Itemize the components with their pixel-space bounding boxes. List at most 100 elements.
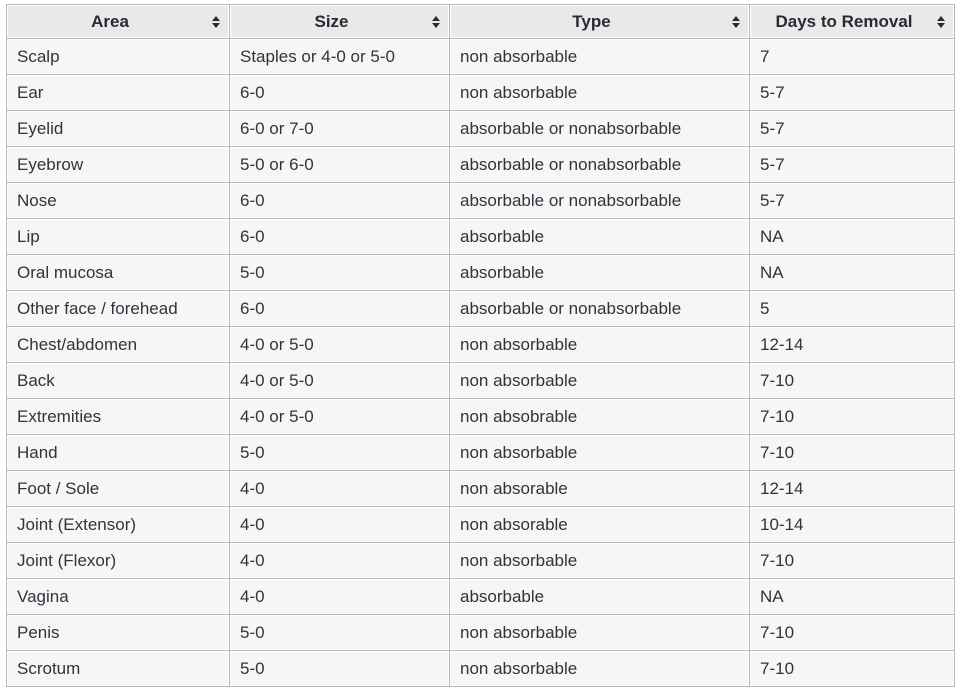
size-cell: 4-0 (229, 578, 450, 615)
days-to-removal-cell: 7 (749, 38, 955, 75)
days-to-removal-cell: 7-10 (749, 398, 955, 435)
type-cell: non absorable (449, 470, 750, 507)
days-to-removal-cell: 5-7 (749, 182, 955, 219)
type-cell: non absorbable (449, 362, 750, 399)
days-to-removal-cell: NA (749, 254, 955, 291)
table-row: Joint (Extensor) 4-0 non absorable 10-14 (6, 506, 955, 543)
days-to-removal-cell: 7-10 (749, 650, 955, 687)
sort-updown-icon[interactable] (937, 15, 945, 28)
column-header-type[interactable]: Type (449, 4, 750, 39)
area-cell: Other face / forehead (6, 290, 230, 327)
table-row: Lip 6-0 absorbable NA (6, 218, 955, 255)
area-cell: Penis (6, 614, 230, 651)
size-cell: 4-0 or 5-0 (229, 362, 450, 399)
days-to-removal-cell: NA (749, 578, 955, 615)
column-header-area[interactable]: Area (6, 4, 230, 39)
sort-up-arrow (432, 15, 440, 21)
suture-reference-table: Area Size Type Days to Removal Scalp Staples… (6, 4, 955, 687)
size-cell: 4-0 (229, 470, 450, 507)
area-cell: Nose (6, 182, 230, 219)
size-cell: 6-0 (229, 74, 450, 111)
area-cell: Extremities (6, 398, 230, 435)
area-cell: Scalp (6, 38, 230, 75)
area-cell: Scrotum (6, 650, 230, 687)
table-header: Area Size Type Days to Removal (6, 4, 955, 39)
area-cell: Eyebrow (6, 146, 230, 183)
size-cell: 5-0 (229, 434, 450, 471)
type-cell: absorbable or nonabsorbable (449, 182, 750, 219)
days-to-removal-cell: 7-10 (749, 362, 955, 399)
sort-down-arrow (937, 22, 945, 28)
column-header-days-to-removal[interactable]: Days to Removal (749, 4, 955, 39)
days-to-removal-cell: 5 (749, 290, 955, 327)
size-cell: 4-0 or 5-0 (229, 398, 450, 435)
area-cell: Lip (6, 218, 230, 255)
days-to-removal-cell: 12-14 (749, 470, 955, 507)
days-to-removal-cell: 10-14 (749, 506, 955, 543)
table-row: Foot / Sole 4-0 non absorable 12-14 (6, 470, 955, 507)
area-cell: Foot / Sole (6, 470, 230, 507)
size-cell: 5-0 (229, 650, 450, 687)
column-header-label: Days to Removal (775, 11, 913, 31)
sort-down-arrow (212, 22, 220, 28)
days-to-removal-cell: 5-7 (749, 110, 955, 147)
column-header-label: Area (91, 11, 129, 31)
days-to-removal-cell: 7-10 (749, 434, 955, 471)
area-cell: Oral mucosa (6, 254, 230, 291)
table-row: Joint (Flexor) 4-0 non absorbable 7-10 (6, 542, 955, 579)
days-to-removal-cell: 7-10 (749, 542, 955, 579)
type-cell: non absorbable (449, 326, 750, 363)
type-cell: non absorbable (449, 542, 750, 579)
column-header-label: Type (572, 11, 611, 31)
size-cell: 4-0 or 5-0 (229, 326, 450, 363)
table-row: Vagina 4-0 absorbable NA (6, 578, 955, 615)
table-row: Scalp Staples or 4-0 or 5-0 non absorbable… (6, 38, 955, 75)
table-body: Scalp Staples or 4-0 or 5-0 non absorbable… (6, 38, 955, 687)
area-cell: Joint (Extensor) (6, 506, 230, 543)
type-cell: absorbable (449, 254, 750, 291)
type-cell: non absorbable (449, 74, 750, 111)
table-row: Chest/abdomen 4-0 or 5-0 non absorbable 12-… (6, 326, 955, 363)
sort-updown-icon[interactable] (732, 15, 740, 28)
days-to-removal-cell: 7-10 (749, 614, 955, 651)
table-row: Eyelid 6-0 or 7-0 absorbable or nonabsorba… (6, 110, 955, 147)
sort-updown-icon[interactable] (212, 15, 220, 28)
size-cell: 5-0 or 6-0 (229, 146, 450, 183)
column-header-size[interactable]: Size (229, 4, 450, 39)
table-row: Nose 6-0 absorbable or nonabsorbable 5-7 (6, 182, 955, 219)
size-cell: 5-0 (229, 614, 450, 651)
sort-up-arrow (937, 15, 945, 21)
area-cell: Chest/abdomen (6, 326, 230, 363)
sort-up-arrow (212, 15, 220, 21)
type-cell: absorbable (449, 218, 750, 255)
table-row: Penis 5-0 non absorbable 7-10 (6, 614, 955, 651)
table-row: Ear 6-0 non absorbable 5-7 (6, 74, 955, 111)
header-row: Area Size Type Days to Removal (6, 4, 955, 39)
type-cell: non absobrable (449, 398, 750, 435)
size-cell: 4-0 (229, 506, 450, 543)
size-cell: 6-0 or 7-0 (229, 110, 450, 147)
type-cell: absorbable (449, 578, 750, 615)
size-cell: 5-0 (229, 254, 450, 291)
days-to-removal-cell: 5-7 (749, 146, 955, 183)
size-cell: 6-0 (229, 218, 450, 255)
type-cell: non absorbable (449, 614, 750, 651)
sort-updown-icon[interactable] (432, 15, 440, 28)
area-cell: Eyelid (6, 110, 230, 147)
type-cell: non absorbable (449, 38, 750, 75)
size-cell: Staples or 4-0 or 5-0 (229, 38, 450, 75)
days-to-removal-cell: 12-14 (749, 326, 955, 363)
type-cell: non absorbable (449, 434, 750, 471)
size-cell: 6-0 (229, 290, 450, 327)
area-cell: Back (6, 362, 230, 399)
days-to-removal-cell: 5-7 (749, 74, 955, 111)
sort-down-arrow (732, 22, 740, 28)
area-cell: Hand (6, 434, 230, 471)
table-row: Other face / forehead 6-0 absorbable or no… (6, 290, 955, 327)
type-cell: absorbable or nonabsorbable (449, 146, 750, 183)
days-to-removal-cell: NA (749, 218, 955, 255)
size-cell: 4-0 (229, 542, 450, 579)
size-cell: 6-0 (229, 182, 450, 219)
table-row: Back 4-0 or 5-0 non absorbable 7-10 (6, 362, 955, 399)
